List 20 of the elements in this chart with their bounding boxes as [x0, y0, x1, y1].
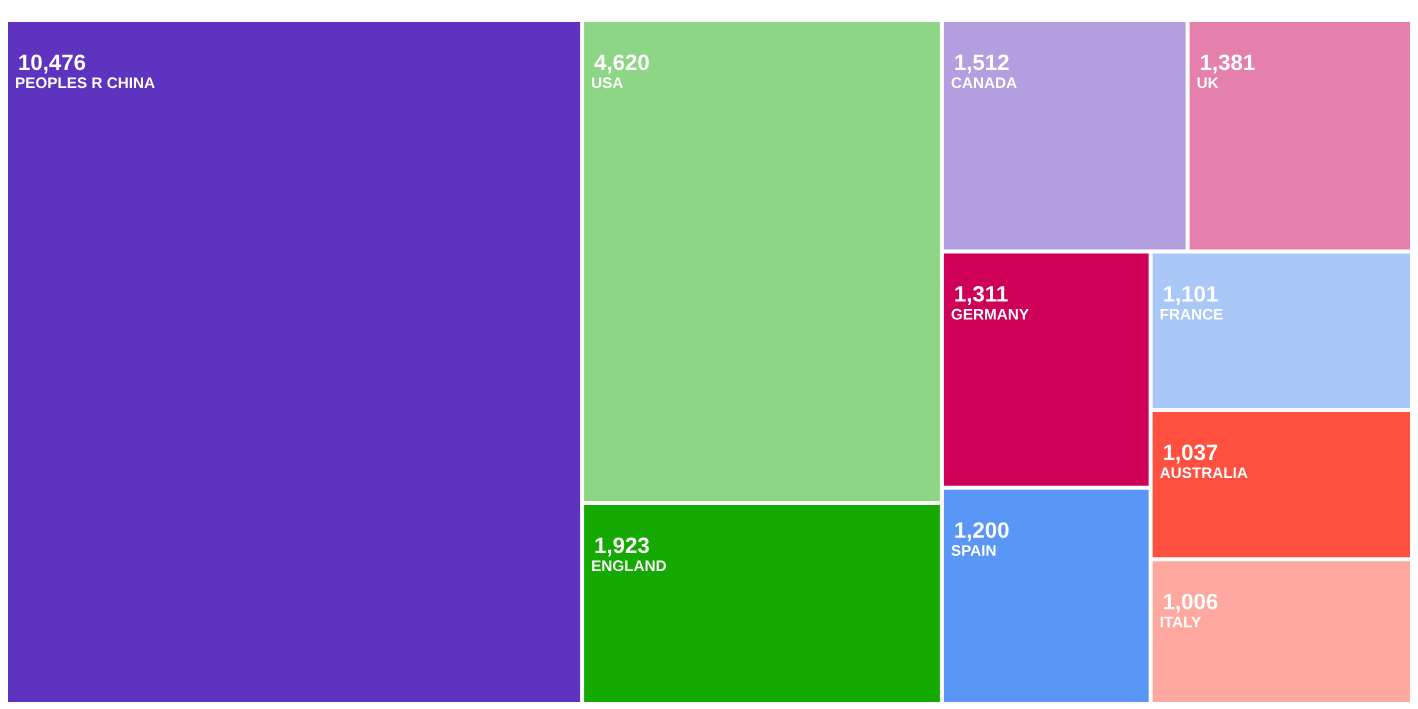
- category-label: USA: [592, 77, 623, 89]
- data-label: 1,381: [1201, 54, 1255, 74]
- category-label: UK: [1197, 77, 1219, 89]
- data-label: 1,200: [955, 522, 1009, 542]
- data-label: 10,476: [19, 54, 86, 74]
- data-label: 1,923: [595, 537, 649, 557]
- category-label: PEOPLES R CHINA: [16, 77, 155, 89]
- category-label: AUSTRALIA: [1160, 467, 1248, 479]
- category-label: GERMANY: [951, 308, 1029, 320]
- data-label: 1,037: [1164, 444, 1218, 464]
- data-label: 1,512: [955, 54, 1009, 74]
- category-label: CANADA: [951, 77, 1017, 89]
- category-label: FRANCE: [1160, 308, 1223, 320]
- category-label: ITALY: [1160, 616, 1202, 628]
- category-label: ENGLAND: [592, 560, 666, 572]
- category-label: SPAIN: [951, 545, 996, 556]
- data-label: 1,311: [955, 285, 1008, 305]
- data-label: 1,006: [1164, 593, 1218, 613]
- data-label: 4,620: [594, 54, 649, 74]
- data-label: 1,101: [1164, 285, 1218, 305]
